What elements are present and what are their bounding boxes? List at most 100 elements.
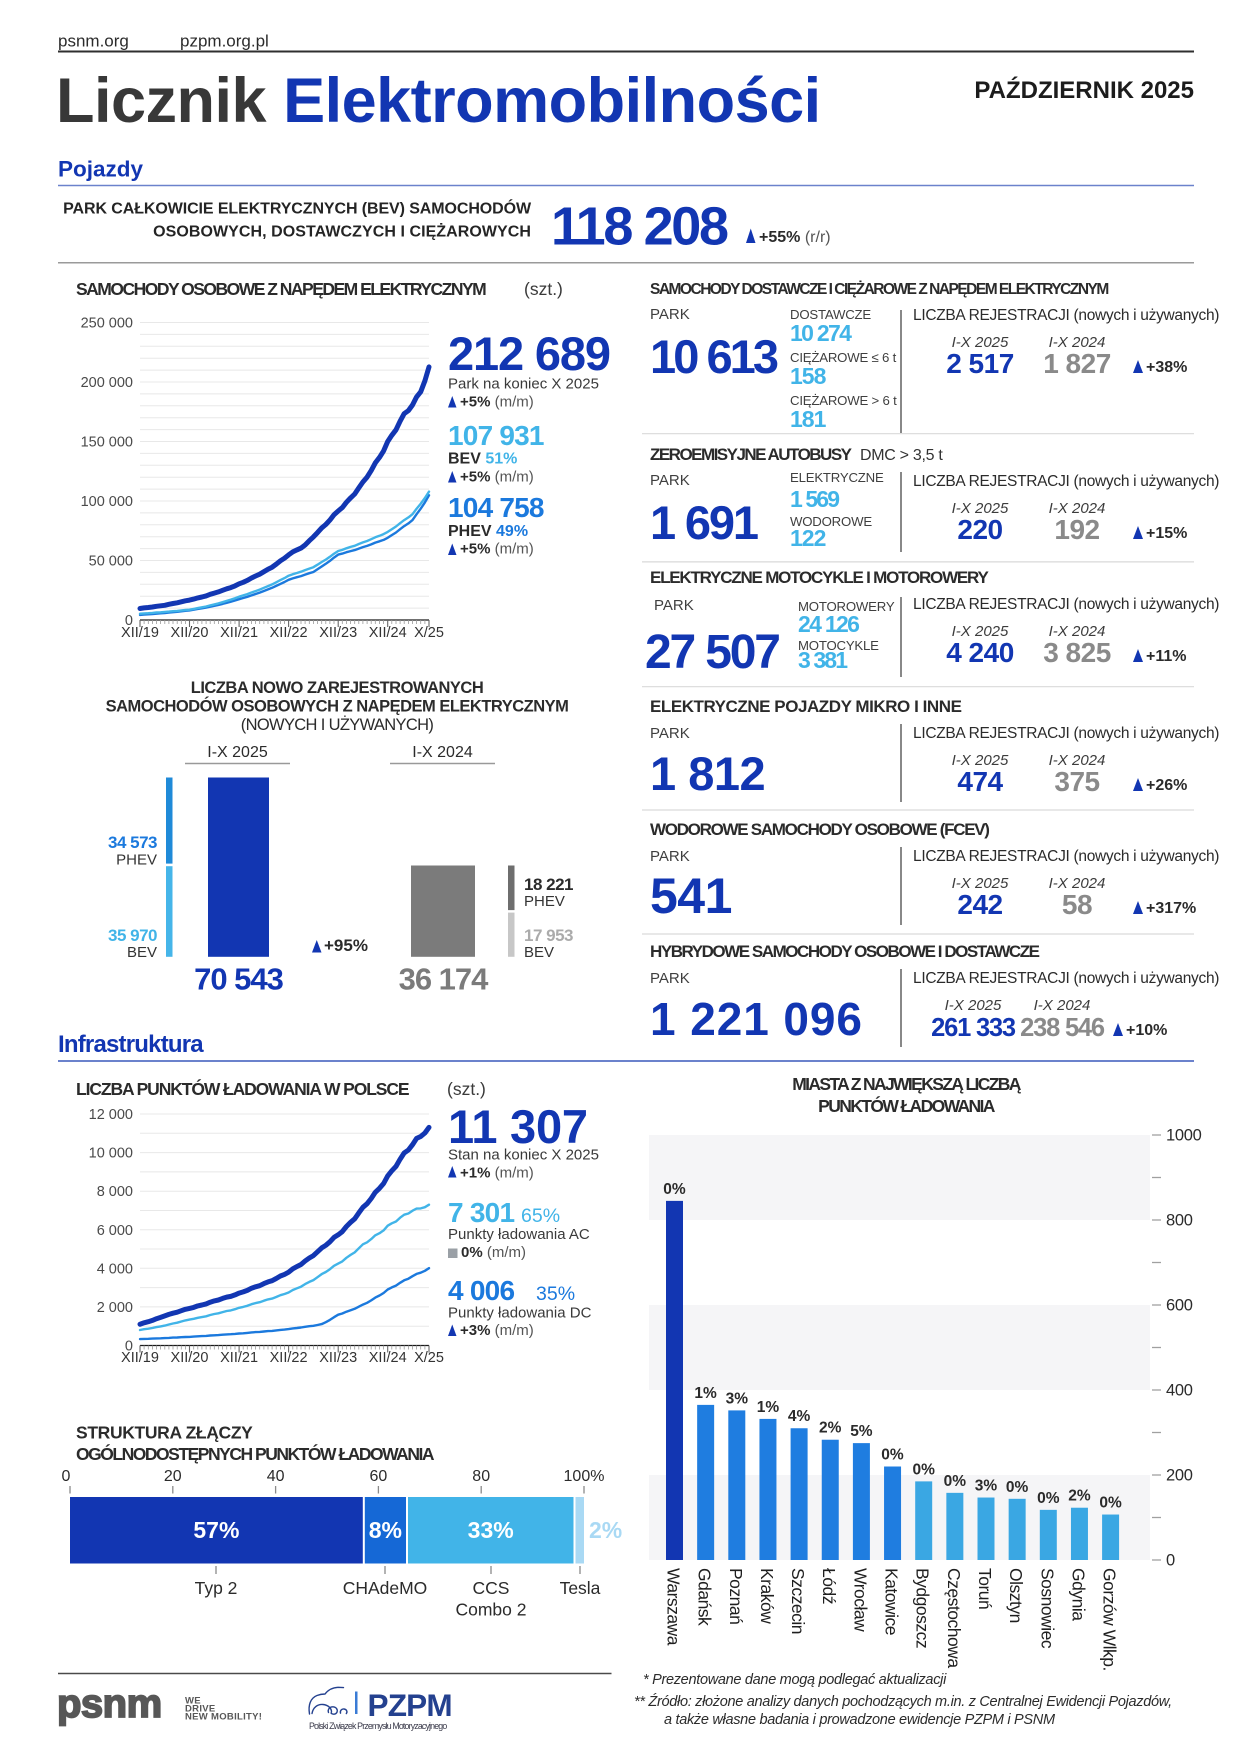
svg-text:40: 40: [267, 1468, 285, 1485]
svg-text:+5%: +5%: [460, 469, 490, 486]
svg-text:OGÓLNODOSTĘPNYCH PUNKTÓW ŁADOW: OGÓLNODOSTĘPNYCH PUNKTÓW ŁADOWANIA: [76, 1443, 435, 1464]
svg-text:XII/21: XII/21: [220, 625, 258, 641]
svg-text:X/25: X/25: [414, 625, 444, 641]
svg-text:2 517: 2 517: [946, 348, 1014, 379]
svg-text:(m/m): (m/m): [490, 469, 533, 486]
svg-text:Warszawa: Warszawa: [664, 1568, 684, 1646]
svg-text:LICZBA REJESTRACJI (nowych i u: LICZBA REJESTRACJI (nowych i używanych): [913, 970, 1219, 987]
svg-text:(m/m): (m/m): [490, 1322, 533, 1339]
svg-text:PARK: PARK: [650, 970, 690, 987]
svg-text:Sosnowiec: Sosnowiec: [1037, 1568, 1057, 1649]
svg-text:474: 474: [957, 766, 1003, 797]
svg-text:LICZBA REJESTRACJI (nowych i u: LICZBA REJESTRACJI (nowych i używanych): [913, 848, 1219, 865]
svg-text:Park na koniec X 2025: Park na koniec X 2025: [448, 376, 599, 393]
svg-text:BEV: BEV: [127, 944, 157, 961]
svg-text:XII/22: XII/22: [270, 625, 308, 641]
svg-text:0%: 0%: [944, 1473, 967, 1490]
svg-text:58: 58: [1062, 889, 1092, 920]
svg-text:I-X 2024: I-X 2024: [1049, 875, 1106, 892]
svg-text:0: 0: [62, 1468, 71, 1485]
svg-text:XII/20: XII/20: [171, 1350, 209, 1366]
svg-text:24 126: 24 126: [798, 611, 859, 637]
svg-text:122: 122: [790, 525, 826, 551]
svg-text:Kraków: Kraków: [757, 1568, 777, 1624]
svg-text:PARK: PARK: [650, 306, 690, 323]
svg-text:400: 400: [1166, 1382, 1193, 1400]
svg-text:+38%: +38%: [1146, 359, 1187, 376]
svg-text:Bydgoszcz: Bydgoszcz: [913, 1568, 933, 1648]
svg-text:MIASTA Z NAJWIĘKSZĄ LICZBĄ: MIASTA Z NAJWIĘKSZĄ LICZBĄ: [792, 1074, 1022, 1094]
svg-text:(szt.): (szt.): [524, 279, 563, 299]
svg-text:+55%: +55%: [759, 229, 800, 246]
svg-text:8 000: 8 000: [97, 1184, 133, 1200]
svg-text:36 174: 36 174: [399, 962, 490, 997]
svg-text:Szczecin: Szczecin: [788, 1568, 808, 1634]
svg-text:CIĘŻAROWE ≤ 6 t: CIĘŻAROWE ≤ 6 t: [790, 350, 897, 365]
svg-text:(m/m): (m/m): [490, 394, 533, 411]
svg-text:PUNKTÓW ŁADOWANIA: PUNKTÓW ŁADOWANIA: [818, 1095, 996, 1116]
svg-text:psnm.org: psnm.org: [58, 32, 129, 51]
svg-text:1 827: 1 827: [1043, 348, 1111, 379]
svg-text:LICZBA PUNKTÓW ŁADOWANIA W POL: LICZBA PUNKTÓW ŁADOWANIA W POLSCE: [76, 1078, 409, 1099]
svg-text:51%: 51%: [485, 451, 517, 468]
svg-text:3 825: 3 825: [1043, 637, 1111, 668]
svg-text:Combo 2: Combo 2: [455, 1600, 526, 1620]
svg-text:11 307: 11 307: [448, 1100, 588, 1153]
svg-text:ELEKTRYCZNE POJAZDY MIKRO I IN: ELEKTRYCZNE POJAZDY MIKRO I INNE: [650, 697, 962, 716]
svg-text:** Źródło: złożone analizy dan: ** Źródło: złożone analizy danych pochod…: [634, 1693, 1172, 1710]
svg-text:35%: 35%: [536, 1283, 575, 1305]
svg-text:7 301: 7 301: [448, 1197, 514, 1228]
svg-text:Poznań: Poznań: [726, 1568, 746, 1624]
svg-text:4%: 4%: [788, 1408, 811, 1425]
svg-text:375: 375: [1054, 766, 1099, 797]
svg-text:200 000: 200 000: [81, 375, 133, 391]
svg-text:SAMOCHODÓW OSOBOWYCH Z NAPĘDEM: SAMOCHODÓW OSOBOWYCH Z NAPĘDEM ELEKTRYCZ…: [106, 697, 569, 716]
svg-text:PARK: PARK: [650, 725, 690, 742]
svg-text:Polski Związek Przemysłu Motor: Polski Związek Przemysłu Motoryzacyjnego: [309, 1721, 447, 1731]
svg-text:XII/24: XII/24: [369, 1350, 407, 1366]
svg-text:PHEV: PHEV: [116, 852, 157, 869]
svg-text:SAMOCHODY DOSTAWCZE I CIĘŻAROW: SAMOCHODY DOSTAWCZE I CIĘŻAROWE Z NAPĘDE…: [650, 281, 1108, 298]
svg-text:PARK CAŁKOWICIE ELEKTRYCZNYCH: PARK CAŁKOWICIE ELEKTRYCZNYCH (BEV) SAMO…: [63, 199, 532, 218]
svg-text:10 274: 10 274: [790, 320, 852, 346]
svg-text:57%: 57%: [193, 1517, 239, 1543]
svg-text:Wrocław: Wrocław: [850, 1568, 870, 1632]
svg-text:4 000: 4 000: [97, 1261, 133, 1277]
svg-text:0: 0: [125, 613, 133, 629]
svg-text:MOTOROWERY: MOTOROWERY: [798, 599, 895, 614]
svg-text:6 000: 6 000: [97, 1223, 133, 1239]
svg-text:800: 800: [1166, 1212, 1193, 1230]
svg-text:I-X 2024: I-X 2024: [1034, 997, 1091, 1014]
svg-text:80: 80: [472, 1468, 490, 1485]
svg-text:1 569: 1 569: [790, 486, 839, 512]
svg-text:WODOROWE: WODOROWE: [790, 514, 872, 529]
svg-text:100 000: 100 000: [81, 494, 133, 510]
svg-text:1%: 1%: [757, 1399, 780, 1416]
svg-text:BEV: BEV: [524, 944, 554, 961]
svg-text:BEV: BEV: [448, 451, 485, 468]
svg-text:3%: 3%: [726, 1390, 749, 1407]
svg-text:CHAdeMO: CHAdeMO: [343, 1578, 428, 1598]
svg-text:pzpm.org.pl: pzpm.org.pl: [180, 32, 269, 51]
svg-text:STRUKTURA ZŁĄCZY: STRUKTURA ZŁĄCZY: [76, 1423, 253, 1443]
svg-text:4 006: 4 006: [448, 1275, 514, 1306]
svg-text:PARK: PARK: [650, 472, 690, 489]
svg-text:118 208: 118 208: [551, 197, 728, 257]
svg-text:+5%: +5%: [460, 394, 490, 411]
svg-text:I-X 2025: I-X 2025: [952, 752, 1009, 769]
svg-text:ELEKTRYCZNE MOTOCYKLE I MOTORO: ELEKTRYCZNE MOTOCYKLE I MOTOROWERY: [650, 568, 989, 587]
svg-text:PZPM: PZPM: [368, 1687, 452, 1723]
svg-text:150 000: 150 000: [81, 435, 133, 451]
svg-text:Toruń: Toruń: [975, 1568, 995, 1609]
svg-text:(NOWYCH I UŻYWANYCH): (NOWYCH I UŻYWANYCH): [241, 715, 434, 734]
svg-text:XII/23: XII/23: [319, 625, 357, 641]
svg-text:107 931: 107 931: [448, 420, 544, 451]
svg-text:2%: 2%: [819, 1420, 842, 1437]
svg-text:34 573: 34 573: [108, 833, 157, 852]
svg-text:0%: 0%: [881, 1447, 904, 1464]
svg-text:27 507: 27 507: [645, 626, 779, 679]
svg-text:XII/23: XII/23: [319, 1350, 357, 1366]
svg-text:LICZBA NOWO ZAREJESTROWANYCH: LICZBA NOWO ZAREJESTROWANYCH: [191, 679, 483, 697]
svg-text:LICZBA REJESTRACJI (nowych i u: LICZBA REJESTRACJI (nowych i używanych): [913, 473, 1219, 490]
svg-text:+11%: +11%: [1146, 648, 1186, 665]
